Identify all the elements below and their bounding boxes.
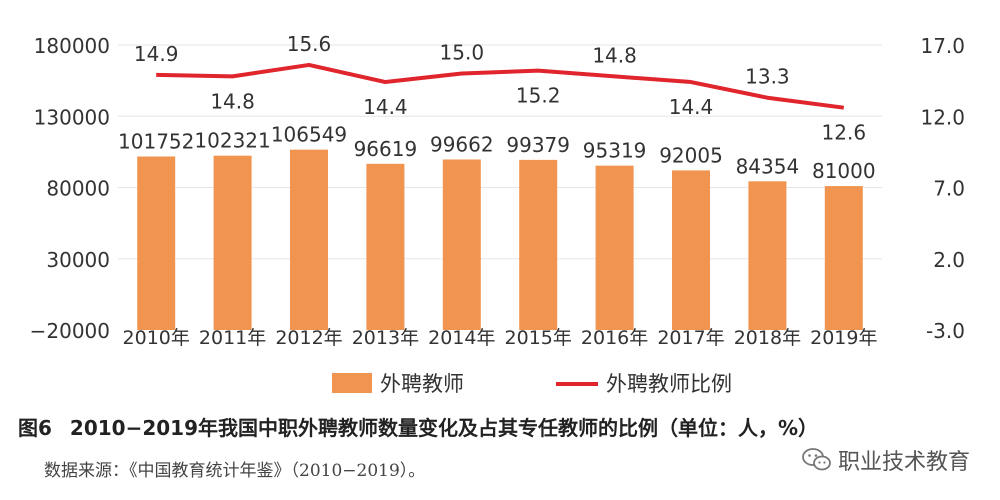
figure-number: 图6 [18, 416, 52, 440]
x-tick-label: 2017年 [657, 327, 724, 349]
ratio-line [156, 62, 845, 110]
bar-data-label: 92005 [659, 143, 723, 167]
bar-data-label: 95319 [583, 139, 647, 163]
bar-data-label: 84354 [736, 154, 800, 178]
bar [290, 149, 328, 330]
y-right-tick-label: 2.0 [933, 248, 965, 272]
line-data-label: 14.8 [592, 43, 637, 67]
bar-data-label: 96619 [354, 137, 418, 161]
x-tick-label: 2010年 [123, 327, 190, 349]
wechat-icon [802, 448, 831, 471]
bar-data-label: 102321 [194, 129, 270, 153]
legend-label-bar: 外聘教师 [380, 372, 464, 396]
bar [595, 165, 634, 330]
legend-label-line: 外聘教师比例 [606, 372, 732, 396]
x-tick-label: 2013年 [352, 327, 419, 349]
line-data-label: 15.6 [287, 32, 332, 56]
legend-swatch-bar [332, 373, 372, 393]
line-data-label: 14.4 [669, 95, 714, 119]
combo-chart: 180000 17.0 130000 12.0 80000 7.0 30000 2.0 −200… [30, 32, 965, 396]
line-data-label: 13.3 [745, 65, 790, 89]
x-tick-label: 2018年 [734, 327, 801, 349]
y-right-tick-label: 17.0 [920, 34, 965, 58]
y-left-tick-label: −20000 [30, 319, 110, 343]
bar [213, 155, 252, 330]
watermark: 职业技术教育 [802, 444, 970, 476]
figure-caption: 图6 2010−2019年我国中职外聘教师数量变化及占其专任教师的比例（单位：人，… [18, 412, 818, 441]
y-right-tick-label: -3.0 [926, 319, 965, 343]
y-left-tick-label: 180000 [34, 34, 110, 58]
x-tick-label: 2011年 [199, 327, 266, 349]
line-data-label: 15.2 [516, 84, 561, 108]
line-data-label: 14.9 [134, 42, 179, 66]
bar-data-label: 99662 [430, 132, 494, 156]
bar-data-label: 99379 [506, 133, 570, 157]
line-data-label: 14.8 [210, 89, 255, 113]
x-tick-label: 2019年 [810, 327, 877, 349]
bar [672, 170, 710, 330]
line-data-label: 14.4 [363, 95, 408, 119]
line-data-label: 12.6 [822, 121, 867, 145]
line-data-label: 15.0 [440, 41, 485, 65]
bar [824, 186, 863, 330]
watermark-text: 职业技术教育 [837, 450, 970, 475]
y-right-tick-label: 7.0 [933, 177, 965, 201]
bar [748, 181, 787, 330]
bar [137, 156, 176, 330]
x-tick-label: 2014年 [428, 327, 495, 349]
y-right-tick-label: 12.0 [920, 105, 965, 129]
y-left-tick-label: 130000 [34, 105, 110, 129]
bar-data-label: 81000 [812, 159, 876, 183]
bar [442, 159, 481, 330]
x-tick-label: 2015年 [505, 327, 572, 349]
x-tick-label: 2016年 [581, 327, 648, 349]
bar-data-label: 106549 [271, 123, 347, 147]
bar [519, 159, 558, 330]
x-tick-label: 2012年 [275, 327, 342, 349]
bar [366, 163, 405, 330]
y-left-tick-label: 30000 [46, 248, 110, 272]
bar-data-label: 101752 [118, 130, 194, 154]
figure-title: 2010−2019年我国中职外聘教师数量变化及占其专任教师的比例（单位：人，%） [69, 416, 819, 440]
data-source-note: 数据来源：《中国教育统计年鉴》（2010−2019）。 [44, 461, 426, 481]
y-left-tick-label: 80000 [46, 177, 110, 201]
